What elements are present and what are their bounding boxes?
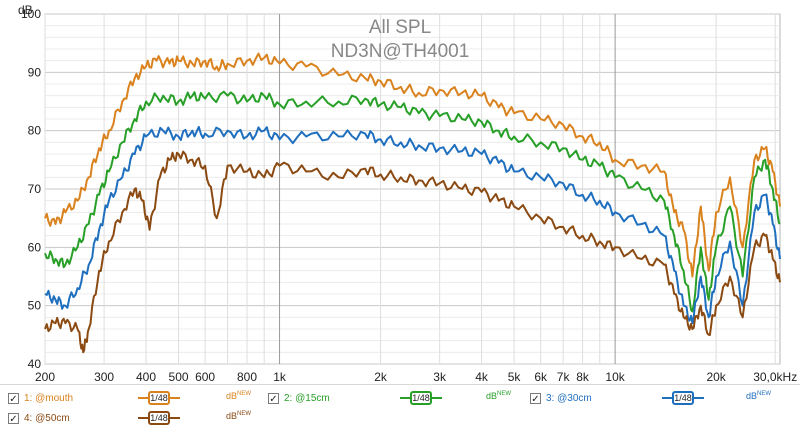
db-mode-50cm[interactable]: dBNEW	[226, 411, 251, 421]
smoothing-control-mouth[interactable]: 1/48	[138, 390, 180, 406]
chart-title: All SPL	[369, 17, 431, 38]
legend-checkbox-15cm[interactable]: ✓	[268, 392, 279, 405]
smoothing-line-right	[432, 397, 442, 399]
x-tick-label: 30,0kHz	[753, 370, 797, 384]
db-text: dB	[226, 411, 238, 421]
series-lines	[44, 52, 781, 354]
db-new-text: NEW	[757, 391, 772, 397]
x-tick-label: 8k	[576, 370, 590, 384]
x-tick-label: 500	[169, 370, 189, 384]
smoothing-value[interactable]: 1/48	[148, 391, 170, 405]
y-tick-label: 60	[28, 240, 42, 254]
x-tick-label: 5k	[508, 370, 522, 384]
smoothing-line-left	[138, 417, 148, 419]
chart-subtitle: ND3N@TH4001	[331, 41, 470, 62]
legend-label-mouth: 1: @mouth	[24, 392, 74, 404]
smoothing-control-50cm[interactable]: 1/48	[138, 410, 180, 426]
x-tick-label: 6k	[534, 370, 548, 384]
smoothing-line-right	[170, 397, 180, 399]
legend-label-30cm: 3: @30cm	[546, 392, 592, 404]
x-tick-label: 4k	[475, 370, 489, 384]
tick-labels: 40 50 60 70 80 90 100 200 300 400 500 600 800 1k 2k 3k 4…	[21, 7, 797, 384]
smoothing-line-left	[138, 397, 148, 399]
y-tick-label: 70	[28, 182, 42, 196]
series-line-15cm	[44, 90, 781, 313]
db-mode-30cm[interactable]: dBNEW	[746, 391, 771, 401]
legend-item-30cm[interactable]: ✓ 3: @30cm	[530, 389, 592, 407]
legend-label-50cm: 4: @50cm	[24, 412, 70, 424]
legend-checkbox-50cm[interactable]: ✓	[8, 412, 19, 425]
series-line-mouth	[44, 52, 781, 278]
x-tick-label: 200	[35, 370, 55, 384]
db-text: dB	[226, 391, 238, 401]
y-tick-label: 80	[28, 124, 42, 138]
db-text: dB	[746, 391, 758, 401]
x-tick-label: 600	[195, 370, 215, 384]
smoothing-control-15cm[interactable]: 1/48	[400, 390, 442, 406]
spl-chart: 40 50 60 70 80 90 100 200 300 400 500 600 800 1k 2k 3k 4…	[18, 3, 798, 384]
x-tick-label: 20k	[706, 370, 726, 384]
x-tick-label: 800	[237, 370, 257, 384]
smoothing-line-right	[694, 397, 704, 399]
x-tick-label: 400	[136, 370, 156, 384]
legend-checkbox-30cm[interactable]: ✓	[530, 392, 541, 405]
x-tick-label: 3k	[433, 370, 447, 384]
db-new-text: NEW	[237, 411, 252, 417]
smoothing-value[interactable]: 1/48	[672, 391, 694, 405]
y-tick-label: 50	[28, 299, 42, 313]
legend-item-50cm[interactable]: ✓ 4: @50cm	[8, 409, 70, 427]
legend-checkbox-mouth[interactable]: ✓	[8, 392, 19, 405]
x-tick-label: 2k	[374, 370, 388, 384]
legend-item-15cm[interactable]: ✓ 2: @15cm	[268, 389, 330, 407]
db-text: dB	[486, 391, 498, 401]
x-tick-label: 10k	[605, 370, 625, 384]
smoothing-line-left	[400, 397, 410, 399]
db-mode-mouth[interactable]: dBNEW	[226, 391, 251, 401]
smoothing-line-left	[662, 397, 672, 399]
x-tick-label: 300	[94, 370, 114, 384]
legend: ✓ 1: @mouth 1/48 dBNEW ✓ 2: @15cm 1/48 d…	[0, 384, 800, 430]
x-tick-label: 1k	[273, 370, 287, 384]
series-line-30cm	[44, 125, 781, 325]
y-tick-label: 100	[21, 7, 41, 21]
smoothing-control-30cm[interactable]: 1/48	[662, 390, 704, 406]
y-axis-label: dB	[18, 3, 33, 17]
smoothing-line-right	[170, 417, 180, 419]
db-mode-15cm[interactable]: dBNEW	[486, 391, 511, 401]
x-tick-label: 7k	[557, 370, 571, 384]
legend-item-mouth[interactable]: ✓ 1: @mouth	[8, 389, 73, 407]
db-new-text: NEW	[237, 391, 252, 397]
legend-label-15cm: 2: @15cm	[284, 392, 330, 404]
series-line-50cm	[44, 150, 781, 354]
db-new-text: NEW	[497, 391, 512, 397]
smoothing-value[interactable]: 1/48	[410, 391, 432, 405]
y-tick-label: 40	[28, 357, 42, 371]
smoothing-value[interactable]: 1/48	[148, 411, 170, 425]
y-tick-label: 90	[28, 65, 42, 79]
